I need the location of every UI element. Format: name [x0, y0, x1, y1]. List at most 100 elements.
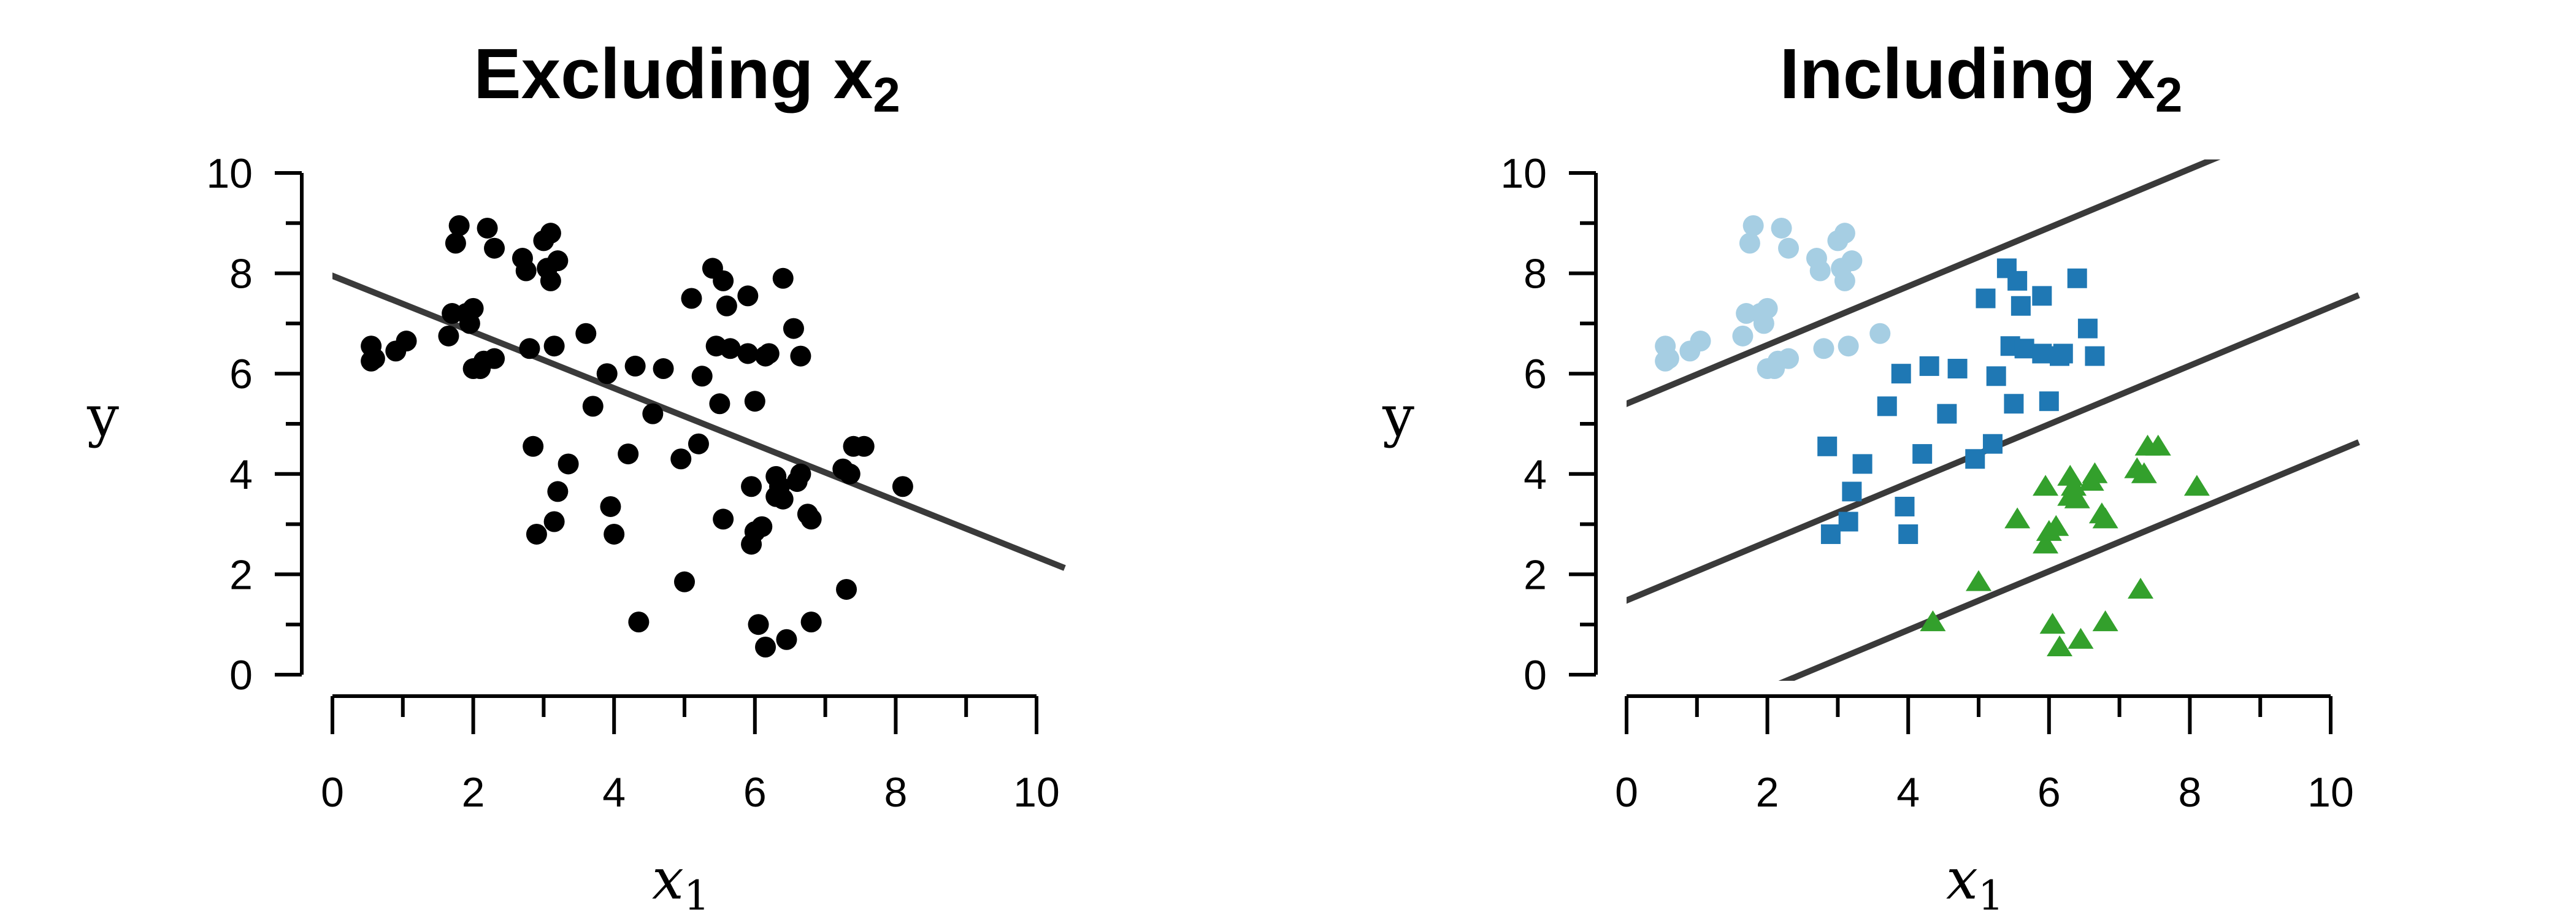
data-point: [1920, 610, 1946, 632]
data-point: [515, 260, 537, 282]
data-point: [2131, 462, 2157, 483]
y-tick-label: 8: [229, 251, 253, 297]
data-point: [1813, 338, 1834, 359]
data-point: [1820, 524, 1841, 544]
data-point: [438, 325, 459, 347]
x-axis-label-main: x: [652, 846, 684, 912]
fit-lines: [1627, 159, 2360, 681]
data-point: [1891, 364, 1911, 384]
x-axis-label-subscript: 1: [684, 872, 710, 919]
data-point: [523, 435, 544, 457]
data-point: [2011, 296, 2031, 316]
data-point: [628, 611, 650, 633]
data-point: [800, 611, 822, 633]
data-point: [582, 396, 604, 417]
x-tick-label: 10: [2307, 769, 2354, 816]
data-point: [1877, 396, 1897, 416]
y-tick-label: 4: [1524, 451, 1547, 498]
x-tick-label: 6: [2037, 769, 2061, 816]
data-point: [540, 270, 561, 291]
regression-line: [1778, 439, 2360, 681]
data-point: [1834, 270, 1855, 291]
data-point: [575, 323, 597, 344]
chart-title: Excluding x2: [473, 34, 900, 122]
data-point: [396, 331, 417, 352]
fit-lines: [332, 272, 1066, 571]
data-point: [719, 338, 741, 359]
chart-title-main: Excluding x: [473, 34, 873, 113]
data-point: [1898, 524, 1919, 544]
data-point: [1658, 348, 1679, 369]
data-point: [624, 355, 646, 377]
data-point: [674, 571, 695, 592]
data-point: [2068, 627, 2094, 649]
data-point: [744, 391, 765, 412]
y-tick-label: 0: [1524, 652, 1547, 699]
regression-line: [332, 272, 1066, 571]
data-point: [1817, 436, 1838, 456]
y-axis-label: y: [1382, 383, 1414, 449]
data-point: [681, 288, 702, 309]
data-point: [1739, 232, 1760, 254]
y-tick-label: 6: [229, 351, 253, 397]
data-point: [2053, 343, 2073, 364]
data-point: [547, 250, 569, 272]
data-point: [839, 463, 861, 485]
data-point: [2145, 434, 2171, 456]
data-point: [1771, 217, 1792, 239]
data-point: [2014, 339, 2034, 359]
data-point: [836, 578, 857, 600]
data-point: [772, 488, 794, 510]
data-point: [1852, 454, 1873, 474]
data-point: [670, 448, 692, 470]
data-point: [445, 232, 466, 254]
series-circle: [1655, 215, 1891, 380]
data-point: [1690, 331, 1711, 352]
regression-line: [1627, 159, 2221, 407]
data-point: [2067, 268, 2087, 288]
x-axis-label: x1: [1946, 846, 2004, 919]
data-point: [1778, 348, 1800, 369]
data-point: [751, 516, 773, 537]
x-tick-label: 8: [884, 769, 907, 816]
data-point: [1778, 237, 1800, 259]
x-axis-label: x1: [652, 846, 710, 919]
data-point: [800, 508, 822, 530]
x-tick-label: 2: [462, 769, 485, 816]
data-point: [2128, 577, 2154, 599]
data-point: [713, 270, 734, 291]
data-point: [2077, 318, 2098, 339]
data-point: [526, 523, 547, 545]
data-point: [477, 217, 498, 239]
data-point: [1895, 496, 1915, 516]
data-point: [2004, 507, 2031, 529]
data-point: [1966, 570, 1991, 591]
y-tick-label: 6: [1524, 351, 1547, 397]
data-point: [364, 348, 385, 369]
data-point: [709, 393, 730, 415]
series-square: [1817, 258, 2105, 544]
data-point: [2039, 613, 2066, 634]
data-point: [2092, 507, 2118, 529]
data-point: [519, 338, 540, 359]
series-triangle: [1920, 434, 2210, 657]
x-tick-label: 6: [743, 769, 767, 816]
chart-title-subscript: 2: [873, 67, 900, 122]
data-point: [1757, 297, 1778, 319]
data-point: [737, 285, 759, 307]
data-point: [737, 343, 759, 364]
data-point: [713, 508, 734, 530]
data-point: [2032, 343, 2052, 364]
x-tick-label: 4: [1896, 769, 1920, 816]
data-point: [1919, 356, 1939, 376]
data-point: [642, 403, 664, 424]
data-point: [600, 496, 621, 517]
data-point: [1742, 215, 1764, 236]
y-tick-label: 10: [206, 150, 253, 197]
x-axis-label-subscript: 1: [1978, 872, 2004, 919]
data-point: [2082, 462, 2108, 483]
data-point: [1986, 366, 2006, 386]
data-point: [2039, 391, 2059, 412]
data-point: [484, 237, 505, 259]
